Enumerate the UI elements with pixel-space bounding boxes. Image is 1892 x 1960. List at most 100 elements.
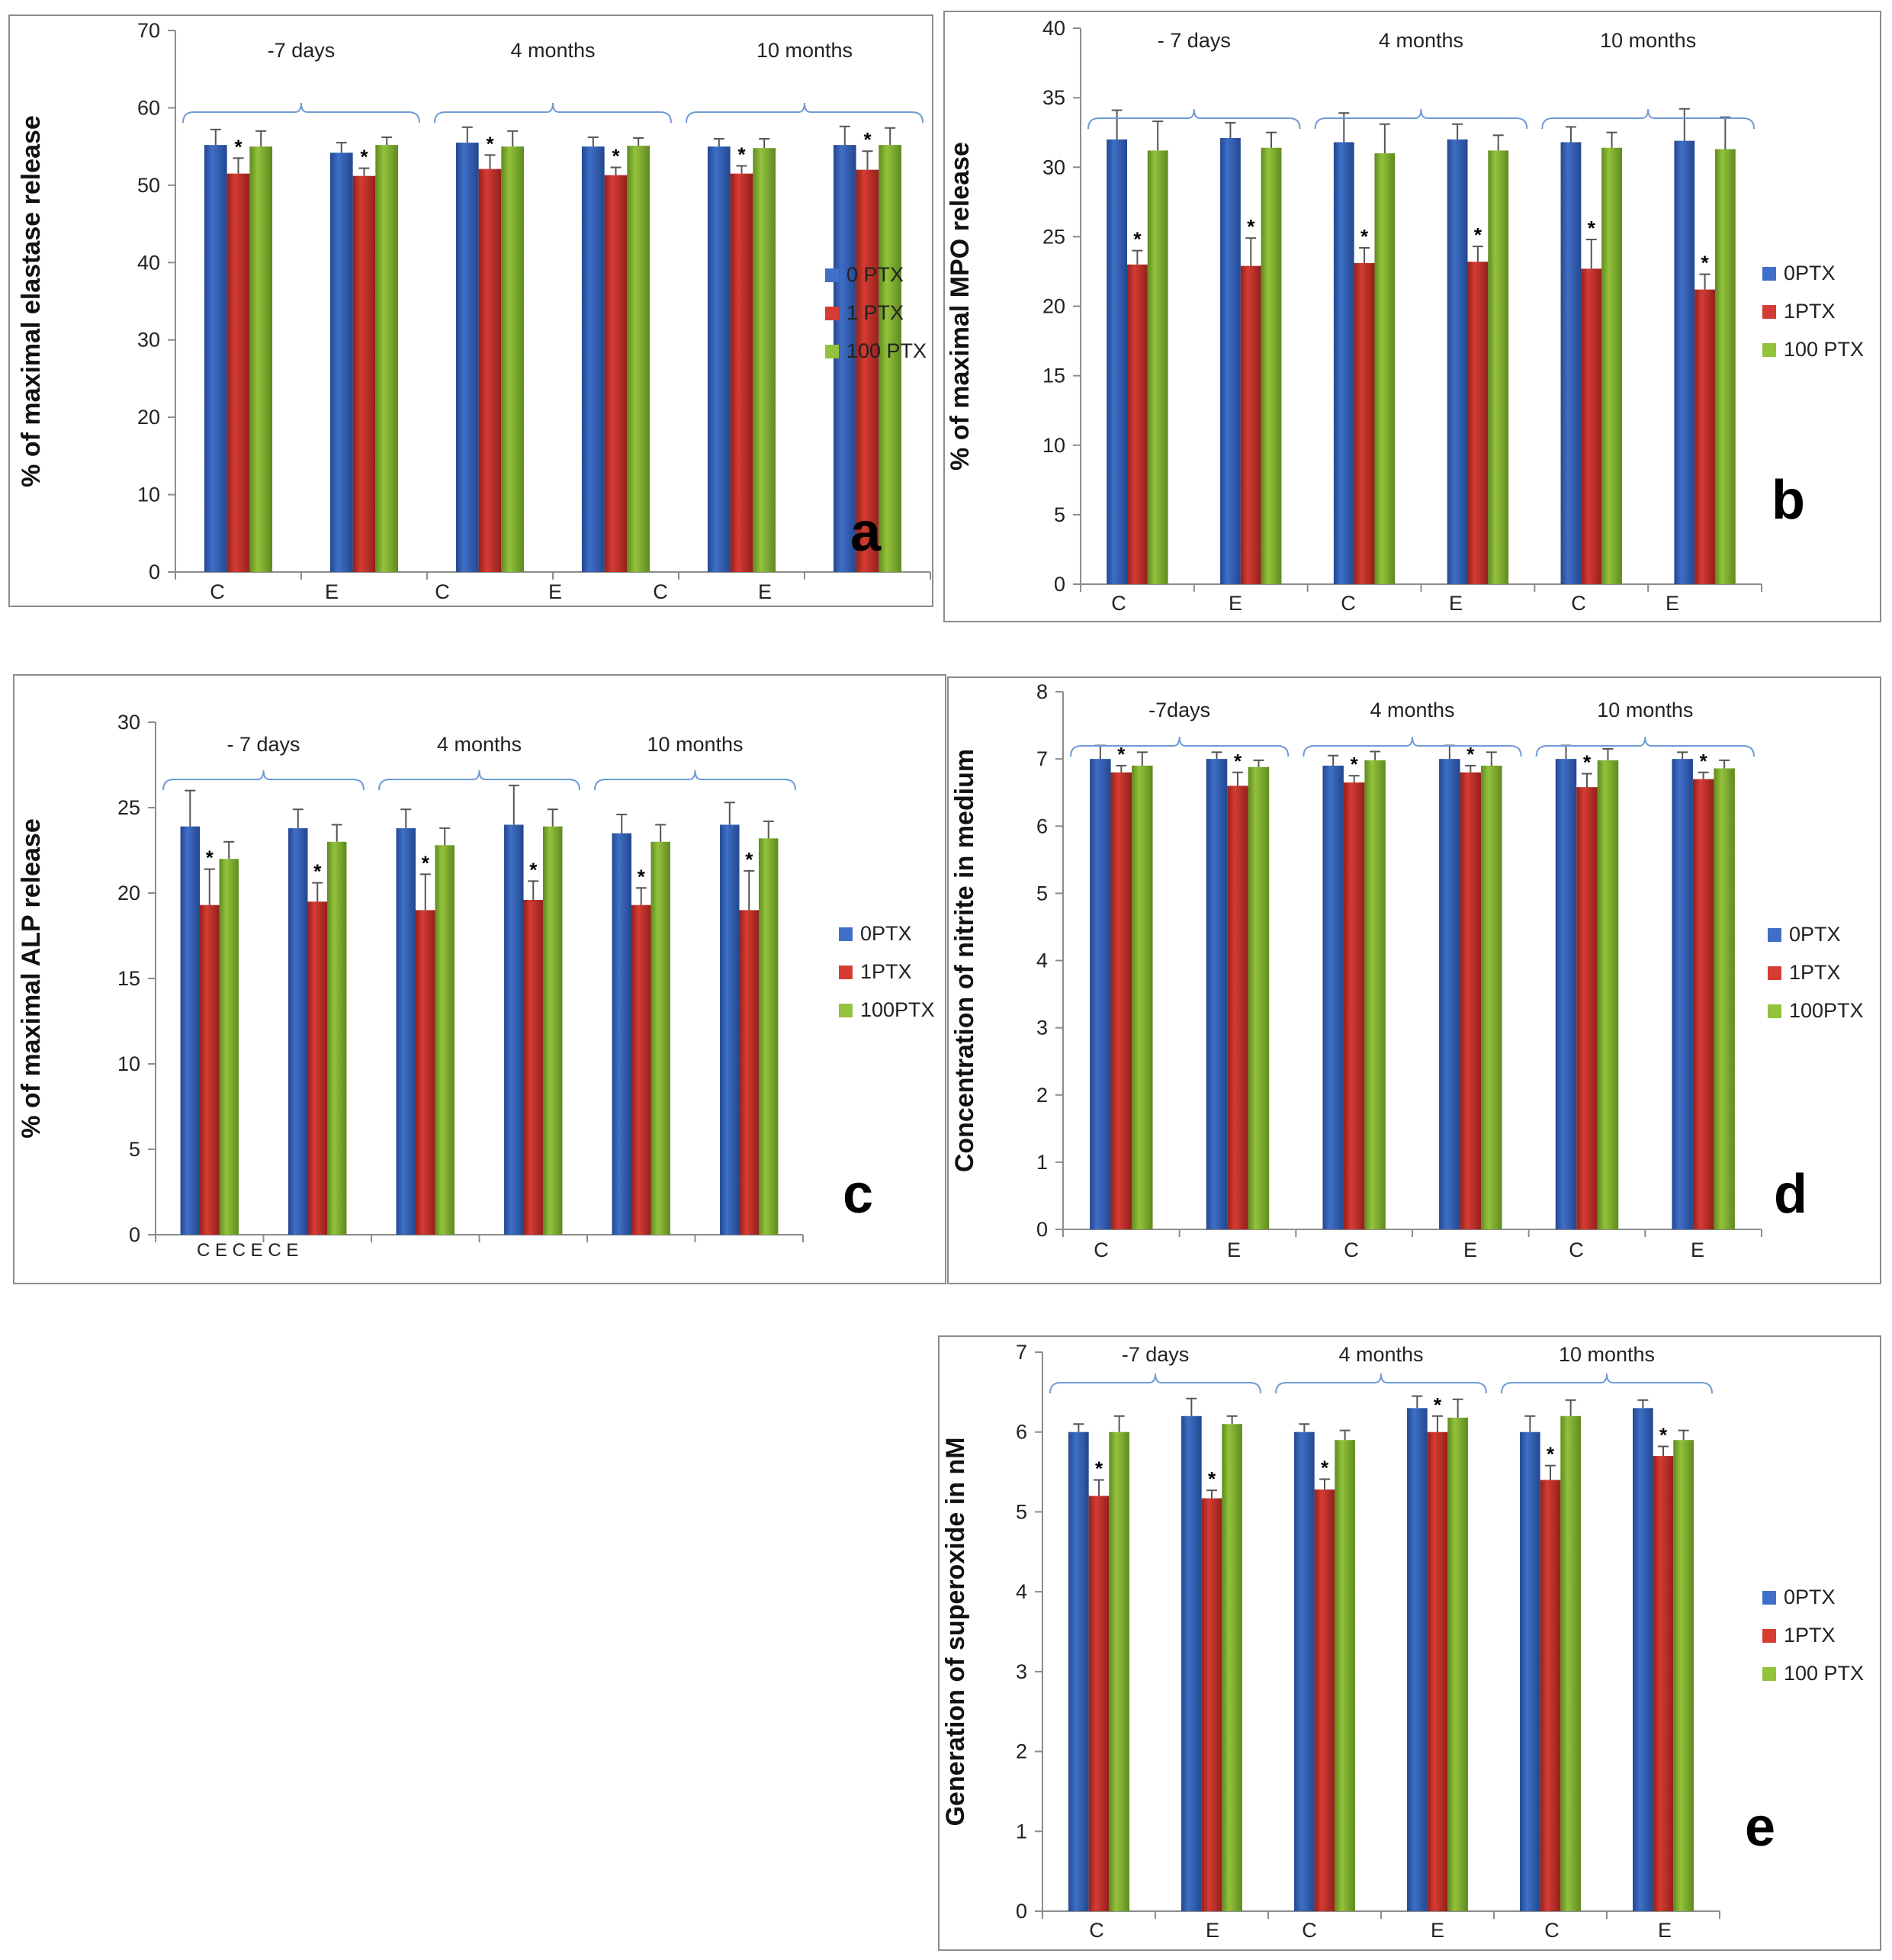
- significance-star: *: [234, 135, 243, 158]
- y-tick-label: 0: [1054, 573, 1065, 596]
- significance-star: *: [206, 847, 214, 869]
- group-bracket: [378, 770, 580, 791]
- bar-0ptx: [581, 146, 605, 573]
- bar-100ptx: [1714, 149, 1736, 584]
- group-label: 4 months: [1370, 699, 1454, 721]
- x-category-label: E: [1206, 1919, 1219, 1942]
- bar-0ptx: [396, 827, 416, 1235]
- bar-1ptx: [1201, 1498, 1222, 1911]
- bar-1ptx: [1127, 264, 1148, 584]
- bar-0ptx: [1672, 759, 1693, 1229]
- bar-0ptx: [1333, 142, 1354, 584]
- legend-label: 1PTX: [1789, 961, 1841, 984]
- legend-swatch: [1762, 1629, 1776, 1643]
- bar-1ptx: [1460, 772, 1482, 1229]
- x-category-label: C: [1344, 1239, 1359, 1261]
- bar-0ptx: [1294, 1431, 1315, 1911]
- bar-100ptx: [1222, 1424, 1242, 1911]
- bar-100ptx: [1261, 147, 1282, 585]
- y-axis-title: Generation of superoxide in nM: [941, 1437, 970, 1826]
- bar-100ptx: [1481, 765, 1502, 1229]
- bar-100ptx: [1147, 150, 1168, 584]
- group-label: -7 days: [1122, 1343, 1190, 1366]
- y-tick-label: 2: [1036, 1084, 1048, 1107]
- bar-100ptx: [1447, 1417, 1468, 1911]
- group-bracket: [1275, 1373, 1487, 1394]
- y-tick-label: 6: [1036, 815, 1048, 837]
- bar-0ptx: [1674, 140, 1695, 584]
- bar-100ptx: [1364, 760, 1386, 1229]
- legend-swatch: [1768, 1004, 1781, 1018]
- bar-0ptx: [1090, 759, 1111, 1229]
- bar-1ptx: [1110, 772, 1132, 1229]
- group-label: 4 months: [1379, 29, 1463, 52]
- bar-100ptx: [1597, 760, 1619, 1229]
- x-category-label: E: [325, 580, 339, 603]
- y-tick-label: 7: [1016, 1341, 1027, 1364]
- y-tick-label: 2: [1016, 1740, 1027, 1763]
- legend-label: 1PTX: [1784, 300, 1836, 323]
- bar-0ptx: [612, 833, 632, 1235]
- bar-100ptx: [326, 841, 347, 1235]
- bar-0ptx: [1068, 1431, 1089, 1911]
- panel-letter: a: [850, 502, 882, 563]
- bar-100ptx: [1374, 153, 1396, 584]
- bar-1ptx: [1343, 782, 1365, 1229]
- bar-1ptx: [307, 901, 327, 1235]
- bar-0ptx: [1447, 139, 1468, 585]
- panel-d-chart: 0 1 2 3 4 5 6 7 8 Concentration of nitrite in med…: [947, 676, 1881, 1284]
- x-category-label: E: [1227, 1239, 1241, 1261]
- bar-0ptx: [204, 145, 227, 573]
- bar-100ptx: [1601, 147, 1622, 585]
- legend-swatch: [825, 345, 839, 358]
- y-tick-label: 70: [137, 19, 160, 42]
- legend-label: 1PTX: [860, 960, 912, 983]
- bar-1ptx: [604, 175, 628, 572]
- significance-star: *: [360, 146, 368, 169]
- significance-star: *: [1351, 753, 1359, 776]
- group-bracket: [162, 770, 365, 791]
- significance-star: *: [529, 858, 538, 881]
- legend-swatch: [839, 966, 853, 979]
- group-bracket: [434, 102, 672, 124]
- y-tick-label: 1: [1016, 1820, 1027, 1843]
- x-category-label: C: [653, 580, 668, 603]
- legend-label: 0PTX: [1784, 262, 1836, 284]
- bar-1ptx: [1467, 262, 1489, 584]
- group-label: 10 months: [756, 39, 853, 62]
- y-tick-label: 40: [1042, 17, 1065, 40]
- panel-letter: b: [1772, 470, 1805, 531]
- bar-100ptx: [219, 859, 239, 1235]
- significance-star: *: [422, 851, 430, 874]
- bar-0ptx: [1206, 759, 1228, 1229]
- y-tick-label: 8: [1036, 680, 1048, 703]
- y-tick-label: 5: [1016, 1500, 1027, 1523]
- bar-1ptx: [352, 175, 376, 572]
- bar-1ptx: [1540, 1480, 1561, 1911]
- significance-star: *: [638, 865, 646, 888]
- bar-0ptx: [1633, 1408, 1653, 1911]
- bar-100ptx: [879, 145, 902, 573]
- x-category-label: C: [1089, 1919, 1104, 1942]
- significance-star: *: [313, 860, 322, 883]
- y-tick-label: 7: [1036, 747, 1048, 770]
- y-axis-title: Concentration of nitrite in medium: [950, 749, 979, 1172]
- bar-1ptx: [1692, 779, 1714, 1229]
- bar-100ptx: [501, 146, 525, 573]
- bar-0ptx: [1181, 1415, 1202, 1911]
- group-label: 10 months: [647, 733, 743, 756]
- significance-star: *: [1321, 1456, 1329, 1479]
- bar-0ptx: [455, 143, 479, 573]
- y-tick-label: 10: [137, 484, 160, 506]
- bar-100ptx: [1335, 1440, 1355, 1911]
- x-category-label: C: [1094, 1239, 1109, 1261]
- y-tick-label: 30: [137, 329, 160, 352]
- bar-1ptx: [226, 173, 250, 573]
- bar-0ptx: [1439, 759, 1460, 1229]
- bar-1ptx: [1240, 265, 1261, 584]
- legend-label: 1 PTX: [846, 301, 904, 324]
- y-tick-label: 4: [1016, 1580, 1027, 1603]
- bar-0ptx: [1555, 759, 1577, 1229]
- y-tick-label: 20: [1042, 295, 1065, 318]
